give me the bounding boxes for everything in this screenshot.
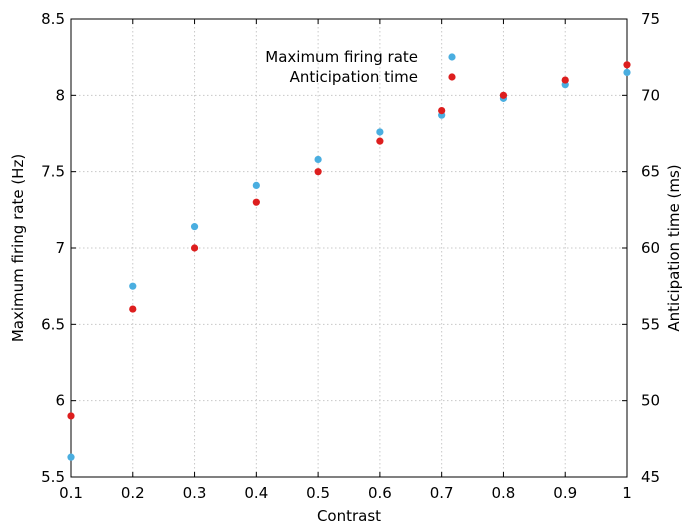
max-firing-rate-point (67, 453, 75, 461)
y-right-tick-label: 70 (641, 86, 660, 104)
max-firing-rate-point (129, 282, 137, 290)
y-right-tick-label: 65 (641, 163, 660, 181)
y-left-tick-label: 8.5 (41, 10, 65, 28)
anticipation-time-point (561, 76, 569, 84)
y-right-tick-label: 50 (641, 392, 660, 410)
anticipation-time-point (314, 168, 322, 176)
x-tick-label: 0.6 (368, 484, 392, 502)
anticipation-time-point (438, 107, 446, 115)
y-axis-right-label: Anticipation time (ms) (665, 164, 683, 331)
x-tick-label: 0.7 (430, 484, 454, 502)
legend-anticipation-time-label: Anticipation time (290, 68, 418, 86)
legend-max-firing-rate-marker (448, 53, 456, 61)
x-tick-label: 0.8 (492, 484, 516, 502)
anticipation-time-point (252, 198, 260, 206)
x-tick-label: 0.2 (121, 484, 145, 502)
anticipation-time-point (190, 244, 199, 252)
max-firing-rate-point (623, 68, 631, 77)
max-firing-rate-point (376, 128, 384, 136)
x-tick-label: 0.1 (59, 484, 83, 502)
anticipation-time-point (499, 91, 508, 99)
legend-max-firing-rate-label: Maximum firing rate (265, 48, 418, 66)
y-right-tick-label: 45 (641, 468, 660, 486)
data-points (67, 61, 631, 461)
y-right-tick-label: 60 (641, 239, 660, 257)
y-right-tick-label: 75 (641, 10, 660, 28)
y-left-tick-label: 7.5 (41, 163, 65, 181)
y-right-tick-label: 55 (641, 315, 660, 333)
anticipation-time-point (623, 61, 631, 69)
x-axis-label: Contrast (317, 507, 381, 525)
x-tick-label: 0.5 (306, 484, 330, 502)
x-tick-label: 0.3 (183, 484, 207, 502)
legend-anticipation-time-marker (448, 73, 456, 81)
max-firing-rate-point (252, 181, 260, 190)
anticipation-time-point (376, 137, 384, 145)
max-firing-rate-point (190, 223, 199, 231)
y-left-tick-label: 5.5 (41, 468, 65, 486)
y-left-tick-label: 6 (55, 392, 65, 410)
legend: Maximum firing rate Anticipation time (265, 48, 456, 86)
grid (71, 19, 627, 477)
x-tick-label: 1 (622, 484, 632, 502)
anticipation-time-point (129, 305, 137, 313)
ticks: 0.1 0.2 0.3 0.4 0.5 0.6 0.7 0.8 0.9 1 5.5 6 6.5 7 7.5 8… (41, 10, 660, 502)
y-left-tick-label: 6.5 (41, 315, 65, 333)
y-left-tick-label: 8 (55, 86, 65, 104)
max-firing-rate-point (314, 155, 322, 164)
x-tick-label: 0.9 (553, 484, 577, 502)
y-left-tick-label: 7 (55, 239, 65, 257)
anticipation-time-point (67, 412, 75, 420)
x-tick-label: 0.4 (244, 484, 268, 502)
y-axis-left-label: Maximum firing rate (Hz) (9, 154, 27, 342)
